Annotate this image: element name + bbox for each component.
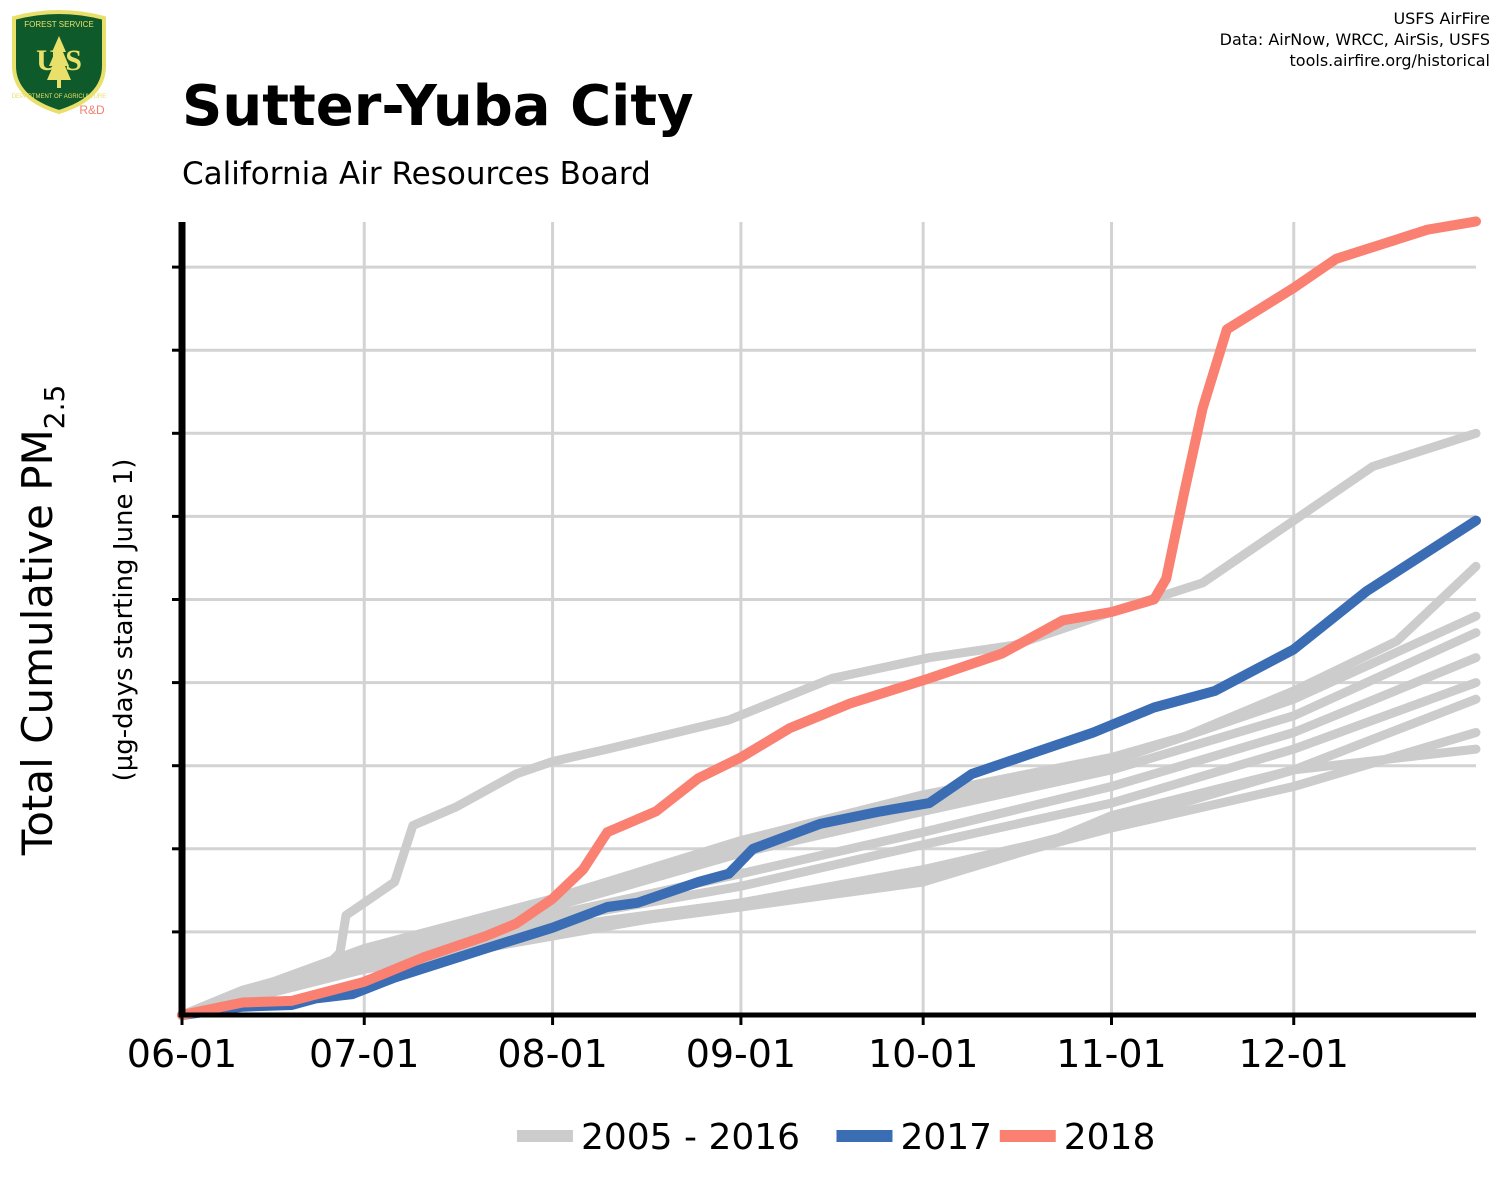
x-tick-label: 07-01 (309, 1032, 419, 1076)
series-line-2017 (177, 515, 1481, 1020)
credit-line-3: tools.airfire.org/historical (1289, 51, 1490, 70)
legend-label: 2005 - 2016 (581, 1117, 800, 1158)
legend: 2005 - 2016 2017 2018 (516, 1117, 1156, 1158)
credit-line-1: USFS AirFire (1393, 9, 1490, 28)
page-title: Sutter-Yuba City (182, 74, 694, 139)
series-line-historical (177, 678, 1481, 1020)
logo-bottom-text: DEPARTMENT OF AGRICULTURE (12, 94, 107, 100)
x-tick-label: 12-01 (1239, 1032, 1349, 1076)
legend-label: 2017 (900, 1117, 992, 1158)
credits: USFS AirFire Data: AirNow, WRCC, AirSis,… (1220, 8, 1490, 71)
legend-label: 2018 (1064, 1117, 1156, 1158)
credit-line-2: Data: AirNow, WRCC, AirSis, USFS (1219, 30, 1490, 49)
x-tick-label: 11-01 (1056, 1032, 1166, 1076)
y-axis-label-subscript: 2.5 (38, 385, 71, 430)
series-lines (177, 216, 1481, 1020)
y-axis-label: Total Cumulative PM2.5 (13, 385, 71, 857)
page-subtitle: California Air Resources Board (182, 156, 651, 192)
x-tick-label: 10-01 (868, 1032, 978, 1076)
logo-rd-label: R&D (79, 103, 105, 117)
series-line-2018 (177, 216, 1481, 1020)
x-tick-label: 09-01 (686, 1032, 796, 1076)
series-line-historical (177, 428, 1481, 1020)
x-tick-label: 06-01 (127, 1032, 237, 1076)
x-tick-label: 08-01 (497, 1032, 607, 1076)
y-axis-units: (µg-days starting June 1) (109, 459, 139, 782)
tree-icon (47, 36, 71, 88)
forest-service-logo: FOREST SERVICE U S DEPARTMENT OF AGRICUL… (12, 10, 107, 117)
grid-lines (182, 222, 1476, 1015)
logo-top-text: FOREST SERVICE (24, 20, 94, 29)
y-axis-label-main: Total Cumulative PM (13, 429, 62, 856)
axes: 06-01 07-01 08-01 09-01 10-01 11-01 12-01 (127, 222, 1476, 1076)
